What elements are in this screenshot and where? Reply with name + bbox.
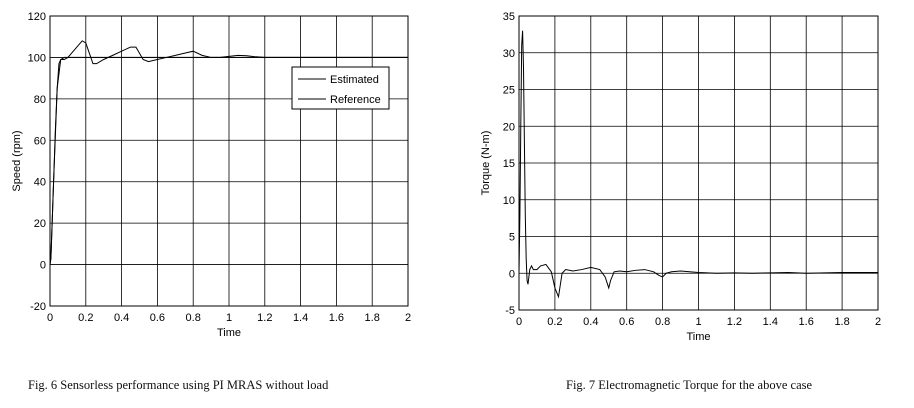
series-line-torque xyxy=(519,30,878,299)
y-tick-label: 40 xyxy=(34,177,46,189)
axes-box xyxy=(518,15,879,311)
x-tick-label: 0.8 xyxy=(186,312,201,324)
x-tick-label: 0.2 xyxy=(547,316,562,328)
y-tick-label: 5 xyxy=(509,232,515,244)
x-tick-label: 1 xyxy=(226,312,232,324)
legend-box xyxy=(291,66,390,110)
y-tick-label: 25 xyxy=(503,85,515,97)
y-tick-label: 20 xyxy=(34,218,46,230)
y-tick-label: -5 xyxy=(505,305,515,317)
y-tick-label: -20 xyxy=(30,301,46,313)
y-tick-label: 120 xyxy=(28,11,46,23)
x-tick-label: 2 xyxy=(875,316,881,328)
x-tick-label: 0.4 xyxy=(583,316,598,328)
torque-chart: 0 0.2 0.4 0.6 0.8 1 1.2 1.4 1.6 1.8 2-505101520253… xyxy=(480,11,881,343)
y-tick-label: 100 xyxy=(28,52,46,64)
y-tick-label: 80 xyxy=(34,94,46,106)
y-axis-label: Speed (rpm) xyxy=(11,130,23,191)
x-tick-label: 1.8 xyxy=(834,316,849,328)
x-tick-label: 1.4 xyxy=(763,316,778,328)
x-tick-label: 1.8 xyxy=(365,312,380,324)
x-tick-label: 2 xyxy=(405,312,411,324)
legend: Estimated Reference xyxy=(291,66,390,110)
y-tick-label: 0 xyxy=(40,260,46,272)
y-tick-label: 35 xyxy=(503,11,515,23)
x-axis-label: Time xyxy=(686,331,710,343)
x-tick-label: 0 xyxy=(47,312,53,324)
figure-7-caption: Fig. 7 Electromagnetic Torque for the ab… xyxy=(566,378,813,392)
x-tick-label: 0.8 xyxy=(655,316,670,328)
y-tick-label: 10 xyxy=(503,195,515,207)
x-tick-label: 1.4 xyxy=(293,312,308,324)
speed-chart: 0 0.2 0.4 0.6 0.8 1 1.2 1.4 1.6 1.8 2-200204060801… xyxy=(11,11,411,339)
y-axis-label: Torque (N-m) xyxy=(480,131,492,196)
y-tick-label: 0 xyxy=(509,268,515,280)
y-tick-label: 30 xyxy=(503,48,515,60)
y-tick-label: 60 xyxy=(34,135,46,147)
x-tick-label: 0.6 xyxy=(619,316,634,328)
y-tick-label: 15 xyxy=(503,158,515,170)
series-line-reference xyxy=(50,56,408,265)
y-tick-label: 20 xyxy=(503,121,515,133)
x-tick-label: 1.2 xyxy=(257,312,272,324)
x-tick-label: 0.2 xyxy=(78,312,93,324)
x-tick-label: 0.6 xyxy=(150,312,165,324)
legend-entry: Estimated xyxy=(330,74,379,86)
x-tick-label: 1.6 xyxy=(799,316,814,328)
x-tick-label: 1 xyxy=(695,316,701,328)
x-tick-label: 1.2 xyxy=(727,316,742,328)
x-tick-label: 1.6 xyxy=(329,312,344,324)
legend-entry: Reference xyxy=(330,94,381,106)
x-tick-label: 0.4 xyxy=(114,312,129,324)
axes-box xyxy=(49,15,409,307)
figure-6-caption: Fig. 6 Sensorless performance using PI M… xyxy=(28,378,329,392)
x-axis-label: Time xyxy=(217,327,241,339)
x-tick-label: 0 xyxy=(516,316,522,328)
